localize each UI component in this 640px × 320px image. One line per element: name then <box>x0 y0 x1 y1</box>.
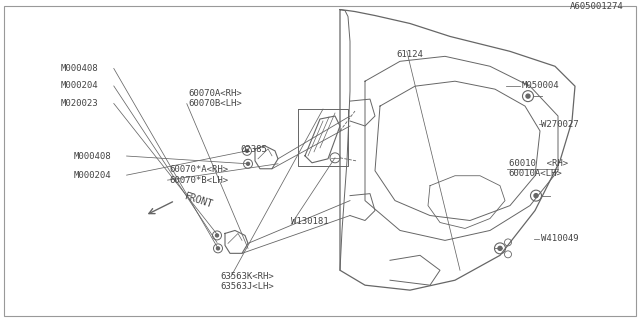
Text: 60070A<RH>
60070B<LH>: 60070A<RH> 60070B<LH> <box>189 89 243 108</box>
Text: A605001274: A605001274 <box>570 2 624 11</box>
Circle shape <box>246 162 250 165</box>
Text: W130181: W130181 <box>291 217 329 226</box>
Text: M000204: M000204 <box>61 82 99 91</box>
Circle shape <box>246 149 248 152</box>
Text: M020023: M020023 <box>61 99 99 108</box>
Circle shape <box>498 246 502 250</box>
Text: 61124: 61124 <box>397 50 424 59</box>
Text: M000408: M000408 <box>74 152 111 161</box>
Text: 60010  <RH>
60010A<LH>: 60010 <RH> 60010A<LH> <box>509 159 568 179</box>
Text: M050004: M050004 <box>522 82 559 91</box>
Text: M000408: M000408 <box>61 64 99 73</box>
Text: M000204: M000204 <box>74 171 111 180</box>
Text: 63563K<RH>
63563J<LH>: 63563K<RH> 63563J<LH> <box>221 272 275 292</box>
Text: FRONT: FRONT <box>183 191 214 210</box>
Circle shape <box>534 194 538 198</box>
Circle shape <box>216 234 218 237</box>
Text: 60070*A<RH>
60070*B<LH>: 60070*A<RH> 60070*B<LH> <box>170 165 228 185</box>
Circle shape <box>216 247 220 250</box>
Circle shape <box>526 94 530 98</box>
Text: W270027: W270027 <box>541 120 579 129</box>
Text: W410049: W410049 <box>541 234 579 243</box>
Text: 02385: 02385 <box>240 145 267 154</box>
